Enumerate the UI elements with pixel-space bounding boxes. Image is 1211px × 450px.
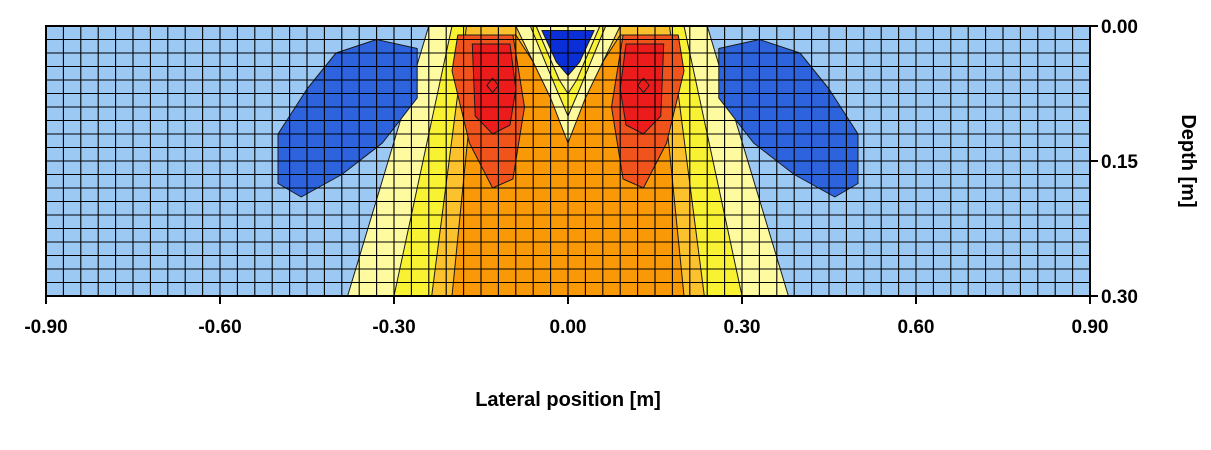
y-tick-label: 0.00 (1101, 17, 1138, 38)
x-axis: -0.90 -0.60 -0.30 0.00 0.30 0.60 0.90 (24, 296, 1108, 338)
x-tick-label: -0.90 (24, 317, 67, 338)
contour-region-red (486, 77, 499, 94)
x-tick-label: 0.30 (724, 317, 761, 338)
contour-region-red (637, 77, 650, 94)
x-tick-label: -0.30 (372, 317, 415, 338)
y-axis: 0.00 0.15 0.30 (1090, 17, 1138, 308)
y-axis-title: Depth [m] (1177, 114, 1199, 207)
x-axis-title: Lateral position [m] (475, 389, 661, 411)
grid-lines (46, 26, 1090, 296)
x-tick-label: 0.00 (550, 317, 587, 338)
y-tick-label: 0.15 (1101, 152, 1138, 173)
x-tick-label: -0.60 (198, 317, 241, 338)
y-tick-label: 0.30 (1101, 287, 1138, 308)
x-tick-label: 0.90 (1072, 317, 1109, 338)
x-tick-label: 0.60 (898, 317, 935, 338)
